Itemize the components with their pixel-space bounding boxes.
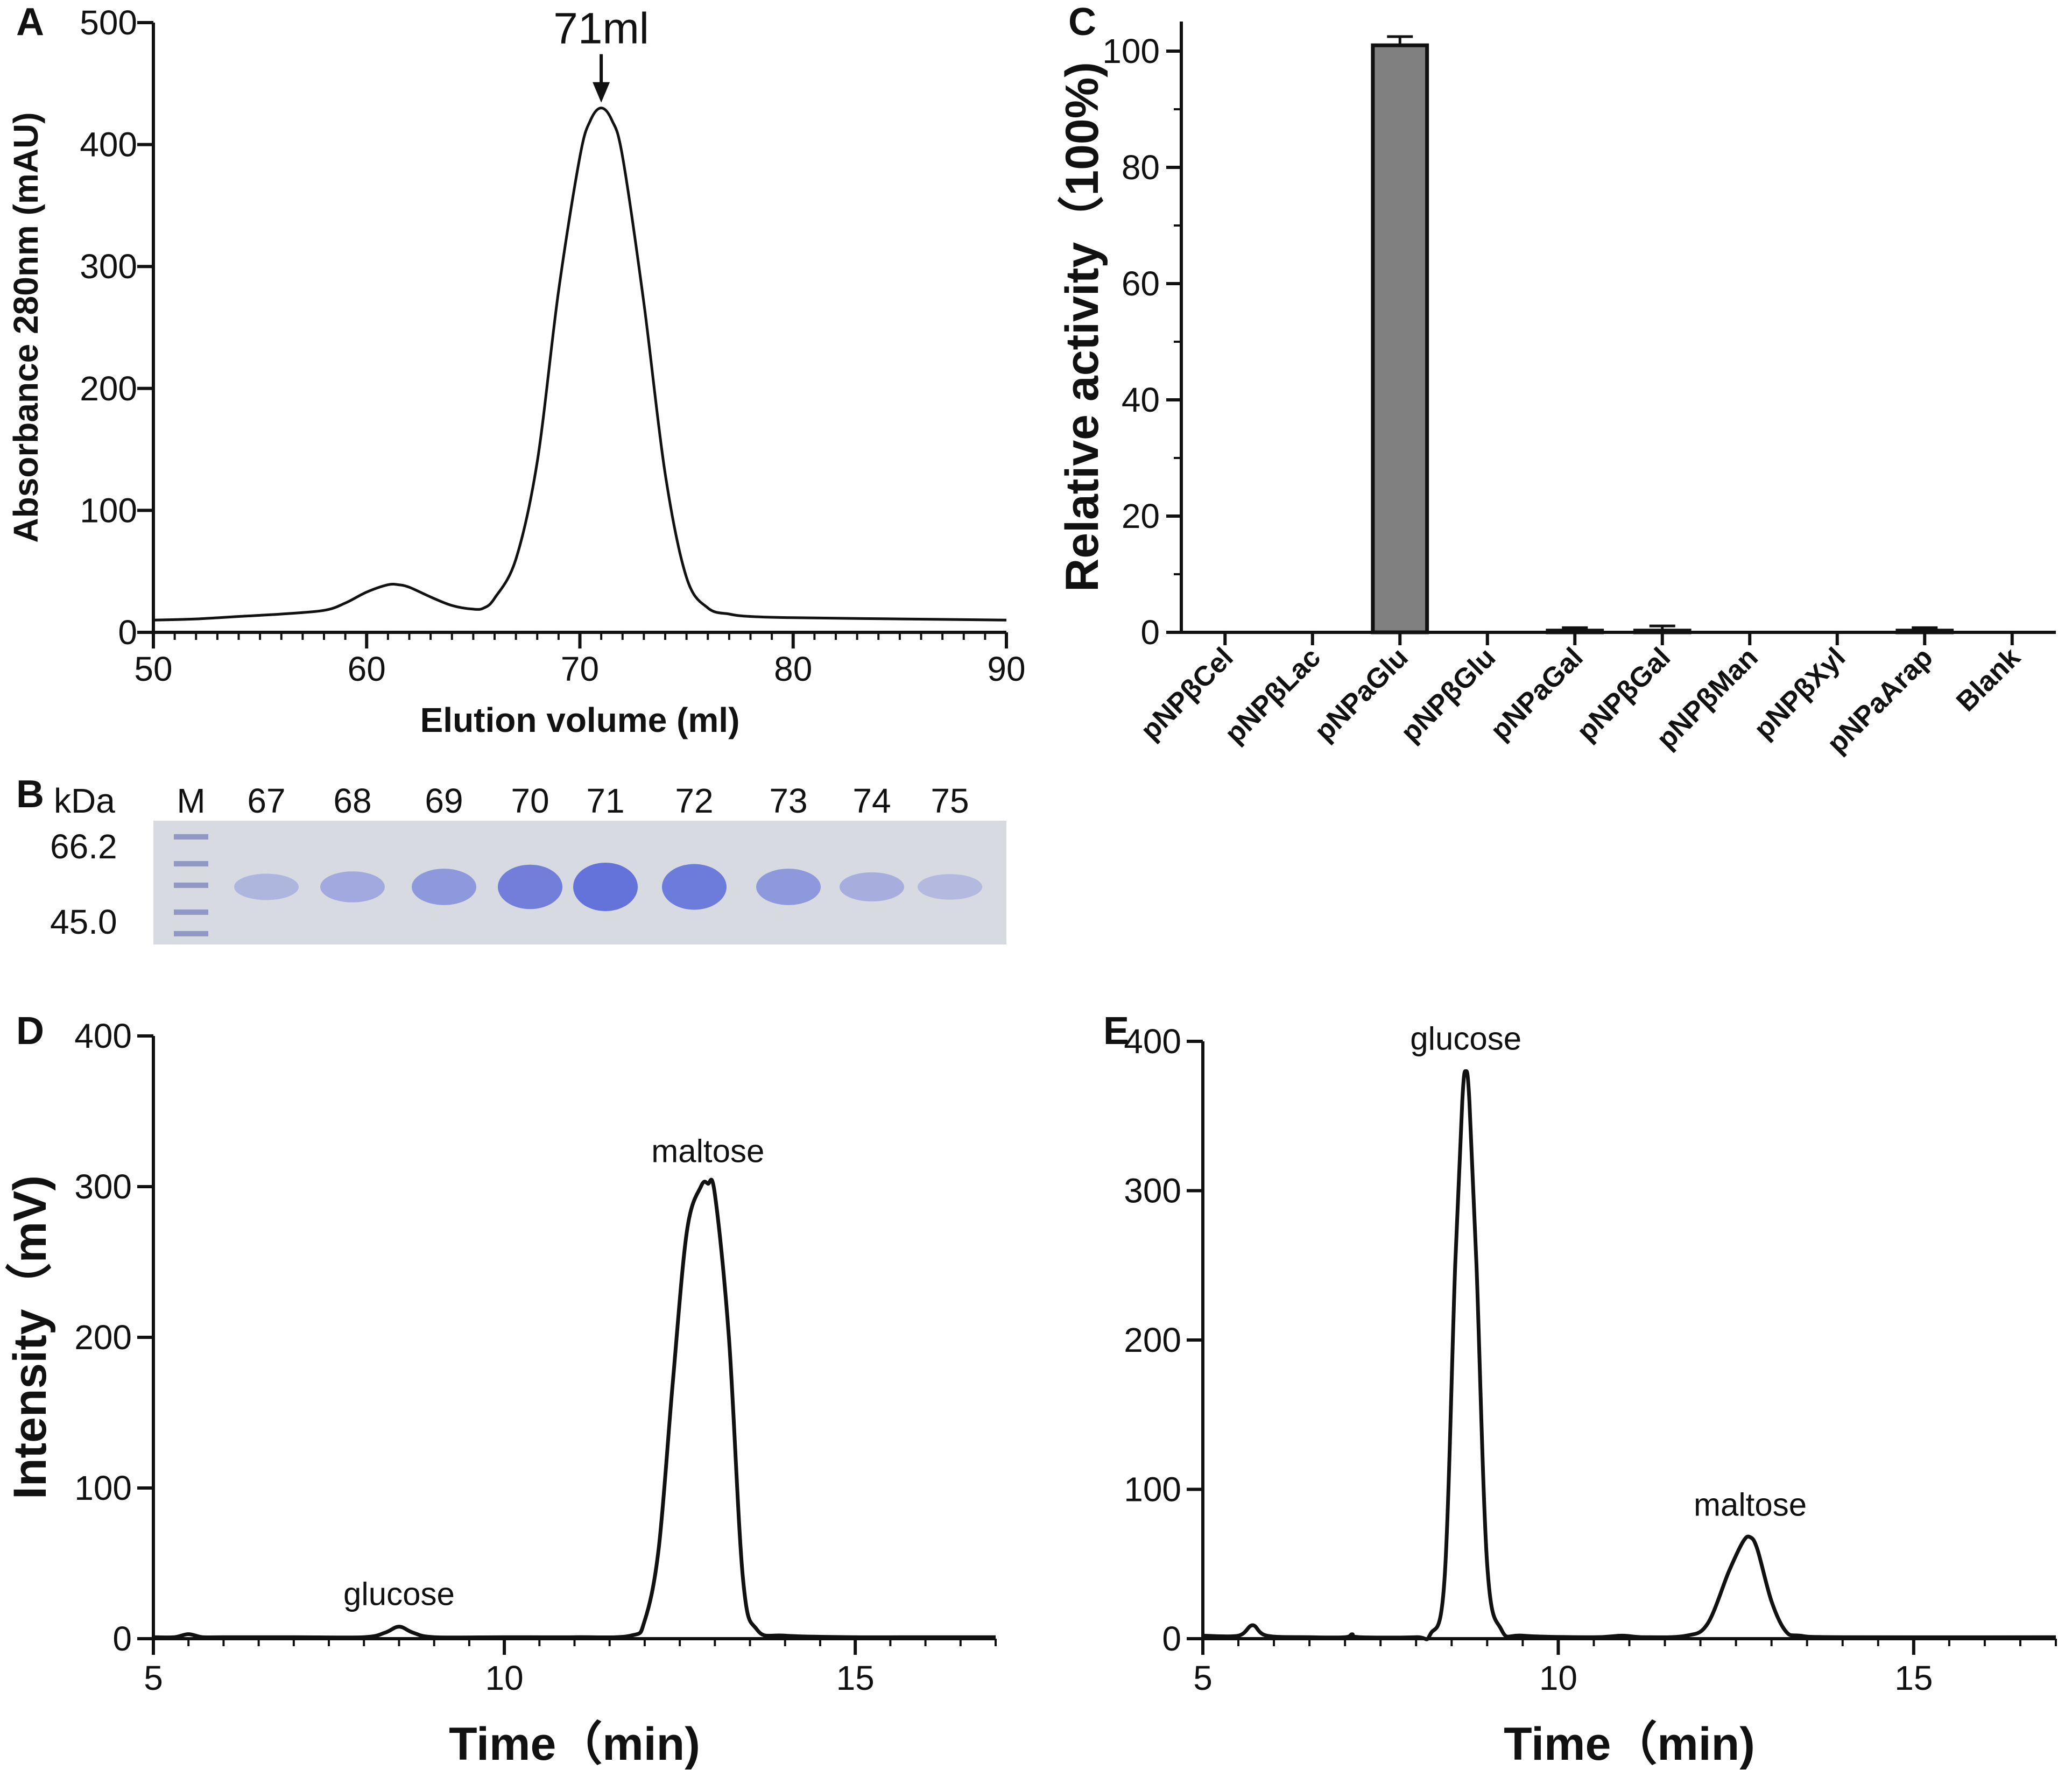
x-axis-label-e: Time（min) [1504, 1718, 1755, 1770]
gel-marker-band-4 [174, 931, 208, 936]
y-tick-label-c: 100 [1102, 32, 1160, 70]
y-tick-label-a: 300 [80, 247, 137, 286]
y-tick-label-a: 200 [80, 369, 137, 408]
x-tick-label-e: 10 [1539, 1659, 1577, 1697]
gel-lane-label: 70 [511, 781, 549, 820]
panel-label-a: A [16, 1, 44, 44]
panel-label-d: D [16, 1010, 44, 1053]
gel-band-fraction-67 [234, 873, 299, 900]
y-tick-label-d: 300 [74, 1167, 132, 1206]
gel-band-fraction-75 [918, 874, 982, 900]
y-tick-label-d: 100 [74, 1469, 132, 1507]
y-tick-label-d: 400 [74, 1017, 132, 1055]
x-tick-label-a: 90 [987, 650, 1025, 688]
gel-band-fraction-73 [756, 869, 821, 905]
x-tick-label-d: 5 [144, 1659, 163, 1697]
gel-lane-label: 69 [425, 781, 463, 820]
gel-marker-band-3 [174, 909, 208, 915]
gel-lane-label: 68 [333, 781, 371, 820]
y-tick-label-a: 400 [80, 125, 137, 164]
gel-band-fraction-70 [498, 864, 562, 909]
y-tick-label-c: 0 [1140, 613, 1160, 652]
y-tick-label-c: 20 [1122, 497, 1160, 535]
gel-lane-label: 73 [769, 781, 807, 820]
category-label-pNPaGlu: pNPaGlu [1308, 641, 1414, 747]
annotation-label-a: 71ml [553, 4, 649, 53]
chart-d-hplc-control: 5 10 15 0 100 200 300 400 Time（min) Intensity（mV)… [4, 1017, 997, 1770]
x-tick-label-d: 15 [836, 1659, 875, 1697]
bar-pNPaGlu [1371, 43, 1429, 634]
gel-lane-label: 74 [852, 781, 891, 820]
x-axis-label-a: Elution volume (ml) [420, 701, 740, 739]
bar-pNPaArap [1895, 629, 1954, 634]
y-tick-label-c: 60 [1122, 264, 1160, 303]
chart-a-elution-profile: 50 60 70 80 90 0 100 200 300 400 500 Elution volume… [6, 3, 1026, 739]
y-axis-label-d: Intensity（mV) [4, 1175, 56, 1499]
gel-kda-header: kDa [54, 781, 115, 820]
panel-label-e: E [1103, 1010, 1129, 1053]
y-tick-label-e: 0 [1162, 1619, 1181, 1658]
gel-band-fraction-69 [412, 869, 476, 905]
y-axis-label-a: Absorbance 280nm (mAU) [6, 112, 45, 542]
x-tick-label-d: 10 [485, 1659, 523, 1697]
annotation-label-d: glucose [343, 1576, 455, 1612]
annotation-label-d: maltose [651, 1133, 764, 1169]
sds-page-gel: kDa 66.2 45.0 M 67 68 69 70 71 72 73 74 75 [50, 781, 1006, 944]
y-axis-label-c: Relative activity（100%) [1056, 62, 1108, 592]
panel-label-c: C [1068, 1, 1096, 44]
gel-marker-45: 45.0 [50, 902, 117, 941]
y-tick-label-d: 200 [74, 1318, 132, 1357]
category-label-pNPaGal: pNPaGal [1484, 641, 1589, 746]
gel-marker-66: 66.2 [50, 827, 117, 866]
gel-lane-label: 72 [675, 781, 713, 820]
x-tick-label-a: 70 [561, 650, 599, 688]
annotation-label-e: glucose [1410, 1021, 1521, 1057]
x-tick-label-a: 50 [134, 650, 172, 688]
annotation-label-e: maltose [1694, 1486, 1807, 1522]
y-tick-label-c: 40 [1122, 380, 1160, 419]
y-tick-label-c: 80 [1122, 148, 1160, 187]
gel-marker-band-0 [174, 834, 208, 840]
series-line-d-0 [153, 1177, 996, 1640]
bar-pNPaGal [1546, 629, 1604, 634]
x-tick-label-e: 5 [1193, 1659, 1213, 1697]
x-tick-label-a: 60 [348, 650, 386, 688]
gel-lane-label: 75 [931, 781, 969, 820]
category-label-pNPβGlu: pNPβGlu [1395, 641, 1502, 748]
y-tick-label-e: 400 [1124, 1022, 1181, 1061]
bar-pNPβGal [1633, 629, 1692, 634]
y-tick-label-a: 500 [80, 3, 137, 42]
series-line-a-0 [153, 107, 1007, 622]
gel-band-fraction-72 [662, 864, 727, 910]
x-axis-label-d: Time（min) [449, 1718, 700, 1770]
gel-band-fraction-74 [840, 872, 904, 901]
annotation-arrow-head-a [593, 82, 610, 103]
gel-lane-label: 71 [586, 781, 624, 820]
y-tick-label-e: 300 [1124, 1172, 1181, 1210]
series-line-e-0 [1202, 1069, 2056, 1641]
y-tick-label-a: 0 [118, 613, 137, 652]
gel-lane-label: M [177, 781, 205, 820]
y-tick-label-e: 100 [1124, 1470, 1181, 1509]
y-tick-label-d: 0 [112, 1619, 132, 1658]
gel-lane-label: 67 [247, 781, 285, 820]
chart-e-hplc-reaction: 5 10 15 0 100 200 300 400 Time（min) glucose maltos… [1124, 1021, 2057, 1770]
panel-label-b: B [16, 773, 44, 816]
gel-band-fraction-71 [573, 863, 638, 911]
y-tick-label-a: 100 [80, 491, 137, 530]
category-label-Blank: Blank [1950, 641, 2026, 717]
y-tick-label-e: 200 [1124, 1321, 1181, 1359]
gel-band-fraction-68 [320, 871, 385, 902]
category-label-pNPβLac: pNPβLac [1219, 641, 1327, 749]
x-tick-label-a: 80 [774, 650, 812, 688]
gel-marker-band-2 [174, 883, 208, 888]
gel-marker-band-1 [174, 861, 208, 866]
x-tick-label-e: 15 [1894, 1659, 1933, 1697]
